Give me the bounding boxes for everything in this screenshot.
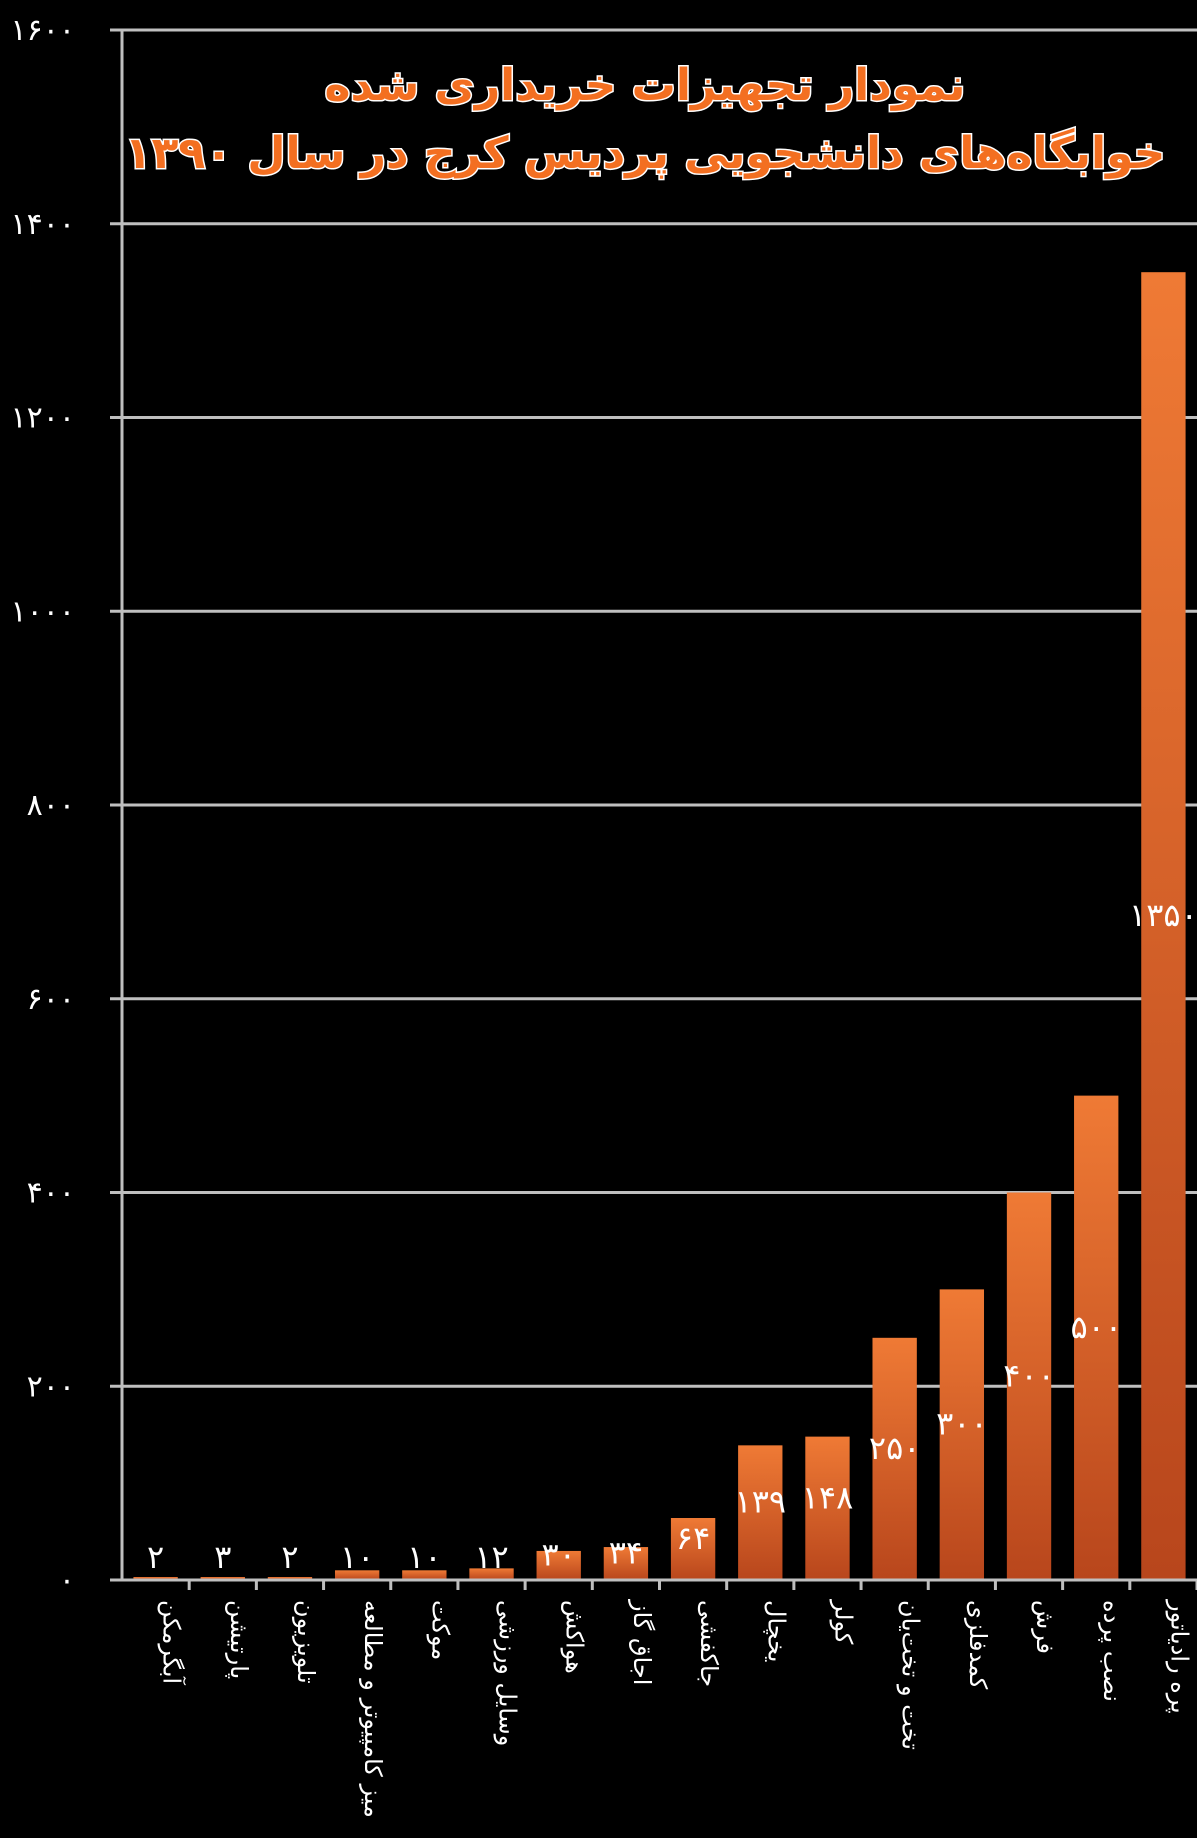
bar [603, 1547, 649, 1580]
x-tick-label: میز کامپیوتر و مطالعه [359, 1600, 387, 1818]
bar [738, 1445, 783, 1580]
bar [1141, 272, 1186, 1580]
y-tick-label: ۰ [59, 1563, 75, 1598]
bar [469, 1568, 514, 1580]
bars [133, 272, 1186, 1580]
data-label: ۳۰۰ [936, 1405, 988, 1443]
x-tick-label: تخت و تخت‌یان [897, 1600, 925, 1750]
data-label: ۵۰۰ [1070, 1308, 1122, 1346]
data-label: ۱۴۸ [802, 1478, 854, 1516]
x-tick-label: یخچال [762, 1600, 790, 1662]
chart-title-line-1: نمودار تجهیزات خریداری شده [325, 60, 966, 111]
bar [402, 1570, 447, 1580]
x-tick-label: کمدفلزی [964, 1600, 992, 1690]
y-tick-label: ۶۰۰ [27, 982, 75, 1017]
y-tick-label: ۸۰۰ [27, 788, 75, 823]
bar [1074, 1095, 1119, 1580]
x-tick-labels: آبگرمکن پارتیشن تلویزیون میز کامپیوتر و مطا… [158, 1599, 1194, 1818]
x-tick-label: آبگرمکن [158, 1600, 187, 1686]
x-tick-label: اجاق گاز [628, 1599, 656, 1685]
data-label: ۱۰ [407, 1538, 441, 1576]
data-label: ۳۰ [542, 1535, 576, 1573]
x-tick-label: وسایل ورزشی [494, 1600, 522, 1746]
x-tick-label: پارتیشن [225, 1600, 253, 1679]
bar [670, 1518, 716, 1580]
data-labels: ۲ ۳ ۲ ۱۰ ۱۰ ۱۲ ۳۰ ۳۴ ۶۴ ۱۳۹ ۱۴۸ ۲۵۰ ۳۰۰ ۴۰۰ ۵۰۰ ۱۳۵۰ [147, 896, 1197, 1576]
y-tick-label: ۱۴۰۰ [11, 207, 75, 242]
data-label: ۳ [214, 1538, 231, 1576]
bar [939, 1289, 985, 1580]
x-tick-label: پره رادیاتور [1165, 1599, 1193, 1714]
data-label: ۲ [147, 1538, 164, 1576]
bar [334, 1570, 380, 1580]
data-label: ۱۳۵۰ [1129, 896, 1197, 934]
bar [872, 1337, 917, 1580]
x-tick-label: فرش [1031, 1600, 1059, 1654]
x-tick-label: موکت [426, 1600, 454, 1660]
x-tick-label: تلویزیون [292, 1600, 320, 1684]
data-label: ۴۰۰ [1003, 1356, 1055, 1394]
chart-title: نمودار تجهیزات خریداری شده خوابگاه‌های د… [123, 59, 1167, 181]
bar [1006, 1192, 1052, 1580]
x-tick-label: جاکفشی [695, 1600, 723, 1687]
y-tick-label: ۴۰۰ [27, 1176, 75, 1211]
x-tick-label: نصب پرده [1098, 1600, 1126, 1702]
data-label: ۱۲ [474, 1538, 508, 1576]
x-tick-label: هواکش [561, 1600, 589, 1674]
bar [805, 1436, 850, 1580]
axes [120, 30, 1197, 1590]
x-tick-label: کولر [829, 1599, 857, 1645]
data-label: ۱۰ [340, 1538, 374, 1576]
data-label: ۲ [281, 1538, 298, 1576]
data-label: ۶۴ [676, 1519, 710, 1557]
y-tick-label: ۱۲۰۰ [11, 401, 75, 436]
data-label: ۲۵۰ [869, 1429, 921, 1467]
y-tick-label: ۱۰۰۰ [11, 594, 75, 629]
chart-title-line-2: خوابگاه‌های دانشجویی پردیس کرج در سال ۱۳… [125, 127, 1166, 179]
y-tick-label: ۱۶۰۰ [11, 13, 75, 48]
gridlines [110, 28, 1197, 1582]
bar [536, 1550, 581, 1580]
data-label: ۳۴ [609, 1534, 643, 1572]
y-tick-label: ۲۰۰ [27, 1369, 75, 1404]
y-tick-labels: ۰ ۲۰۰ ۴۰۰ ۶۰۰ ۸۰۰ ۱۰۰۰ ۱۲۰۰ ۱۴۰۰ ۱۶۰۰ [11, 13, 75, 1598]
data-label: ۱۳۹ [735, 1483, 787, 1521]
